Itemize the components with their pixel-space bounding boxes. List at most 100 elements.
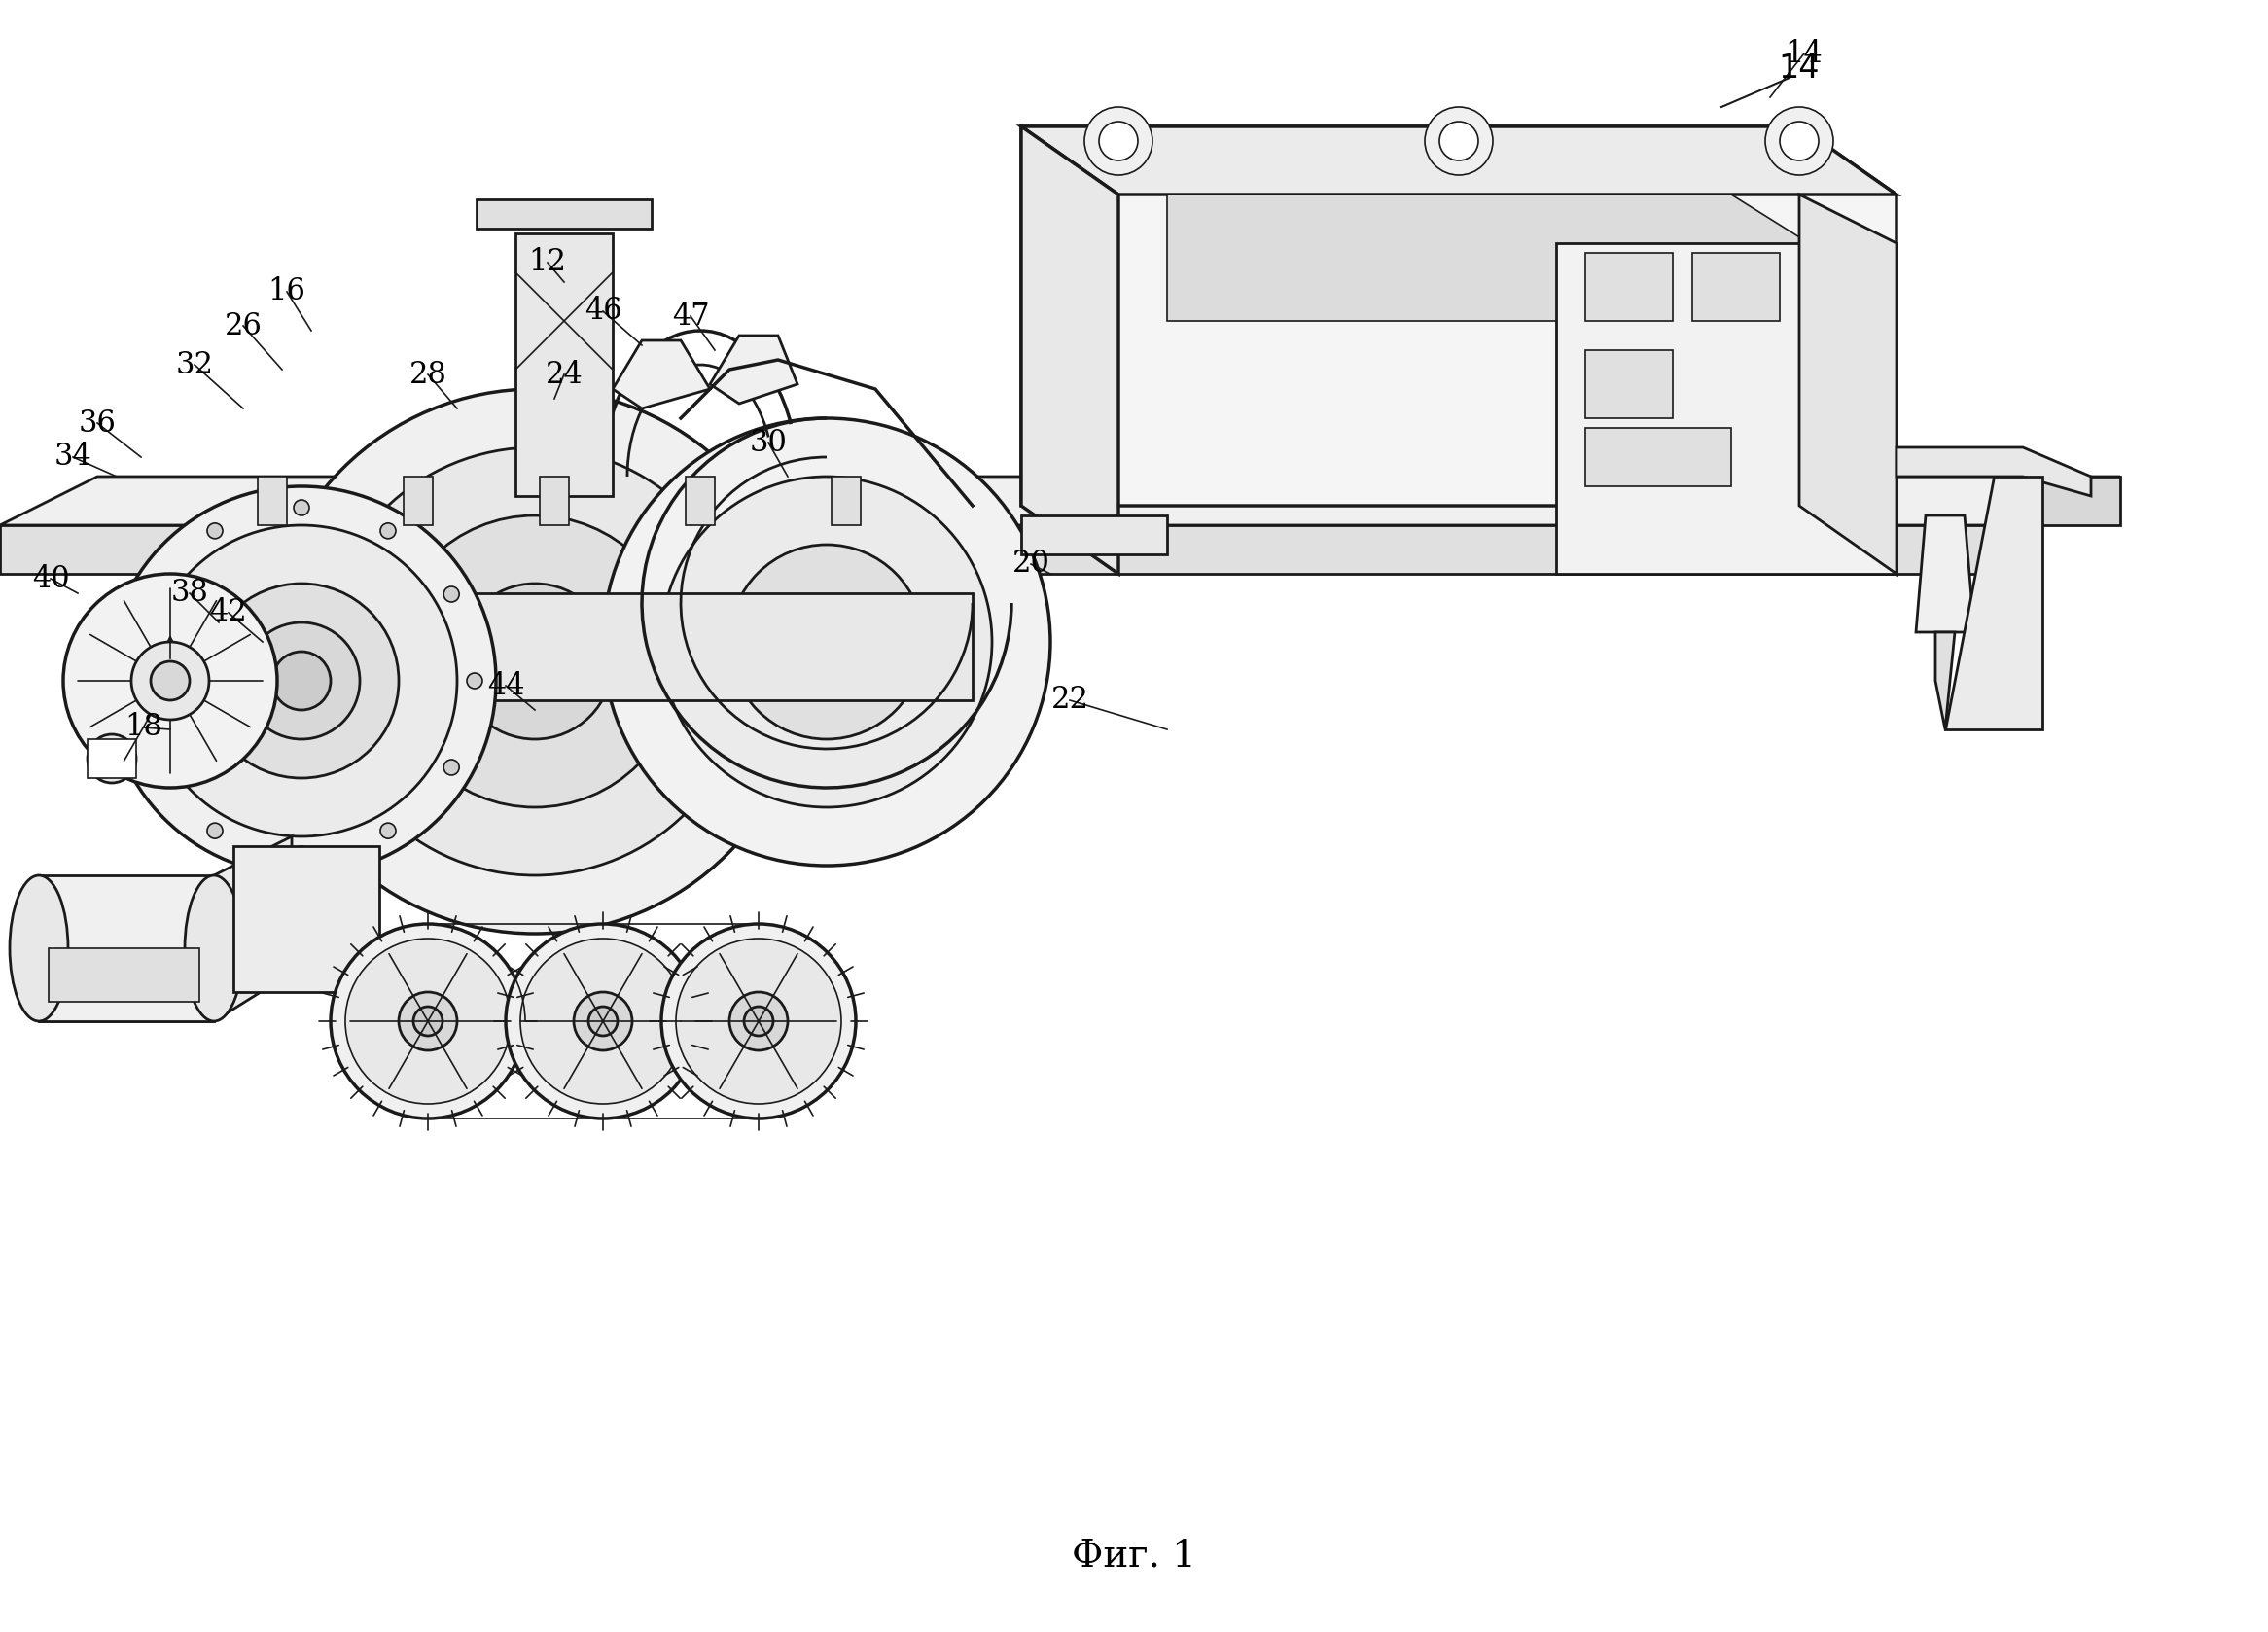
Circle shape [145,526,458,837]
Circle shape [143,586,159,602]
Circle shape [445,759,458,775]
Ellipse shape [184,875,243,1022]
Text: 16: 16 [268,277,306,307]
Circle shape [662,924,855,1118]
Polygon shape [612,341,710,408]
Polygon shape [1021,126,1118,574]
Text: 14: 14 [1785,39,1823,69]
Text: 47: 47 [671,300,710,331]
Circle shape [107,486,497,875]
Polygon shape [515,233,612,496]
Polygon shape [39,837,293,1022]
Text: 12: 12 [528,248,567,277]
Circle shape [1084,108,1152,175]
Circle shape [1780,121,1819,160]
Circle shape [243,622,361,739]
Circle shape [399,992,458,1051]
Text: 24: 24 [544,359,583,390]
Circle shape [206,524,222,539]
Circle shape [458,584,612,739]
Polygon shape [0,477,2121,526]
Circle shape [381,524,397,539]
Bar [48,948,200,1002]
Circle shape [295,499,308,516]
Text: 22: 22 [1050,685,1089,715]
Polygon shape [710,336,798,403]
Text: 40: 40 [32,563,70,594]
Polygon shape [1916,516,1973,632]
Polygon shape [1896,447,2091,496]
Text: 14: 14 [1778,52,1819,85]
Circle shape [1100,121,1139,160]
Polygon shape [259,477,288,526]
Bar [1585,428,1730,486]
Text: 20: 20 [1012,548,1050,579]
Bar [1585,253,1674,322]
Circle shape [574,992,633,1051]
Circle shape [467,672,483,689]
Polygon shape [390,594,973,700]
Polygon shape [1168,194,1810,369]
Circle shape [88,734,136,783]
Circle shape [263,388,807,934]
Circle shape [676,938,841,1103]
Polygon shape [1021,126,1896,574]
Circle shape [413,1007,442,1036]
Text: 32: 32 [175,349,213,380]
Circle shape [64,574,277,788]
Circle shape [206,823,222,839]
Circle shape [390,516,680,808]
Circle shape [1765,108,1833,175]
Polygon shape [39,875,213,1022]
Text: Фиг. 1: Фиг. 1 [1073,1537,1195,1575]
Text: 34: 34 [54,442,91,472]
Bar [1692,253,1780,322]
Polygon shape [540,477,569,526]
Circle shape [143,759,159,775]
Polygon shape [832,477,862,526]
Circle shape [1424,108,1492,175]
Bar [1585,351,1674,418]
Circle shape [322,447,748,875]
Circle shape [744,1007,773,1036]
Circle shape [345,938,510,1103]
Polygon shape [2023,477,2121,526]
Polygon shape [234,845,379,992]
Circle shape [1440,121,1479,160]
Circle shape [204,584,399,778]
Circle shape [662,477,991,808]
Polygon shape [1946,477,2043,730]
Polygon shape [1556,243,1896,574]
Text: 18: 18 [125,713,163,743]
Polygon shape [404,477,433,526]
Text: 30: 30 [748,428,787,457]
Circle shape [519,938,685,1103]
Circle shape [730,545,923,739]
Circle shape [587,1007,617,1036]
Text: 42: 42 [209,597,247,628]
Polygon shape [88,739,136,778]
Bar [476,199,651,228]
Circle shape [132,641,209,720]
Circle shape [331,924,526,1118]
Circle shape [272,651,331,710]
Circle shape [730,992,787,1051]
Circle shape [445,586,458,602]
Polygon shape [685,477,714,526]
Circle shape [120,672,136,689]
Circle shape [506,924,701,1118]
Ellipse shape [9,875,68,1022]
Circle shape [381,823,397,839]
Text: 46: 46 [585,295,621,326]
Polygon shape [0,526,2023,574]
Circle shape [295,845,308,862]
Text: 26: 26 [225,310,263,341]
Text: 44: 44 [488,671,524,700]
Polygon shape [1021,516,1168,555]
Circle shape [603,418,1050,865]
Text: 36: 36 [79,408,116,437]
Circle shape [150,661,191,700]
Polygon shape [1021,126,1896,194]
Polygon shape [1935,632,1955,730]
Polygon shape [1799,194,1896,574]
